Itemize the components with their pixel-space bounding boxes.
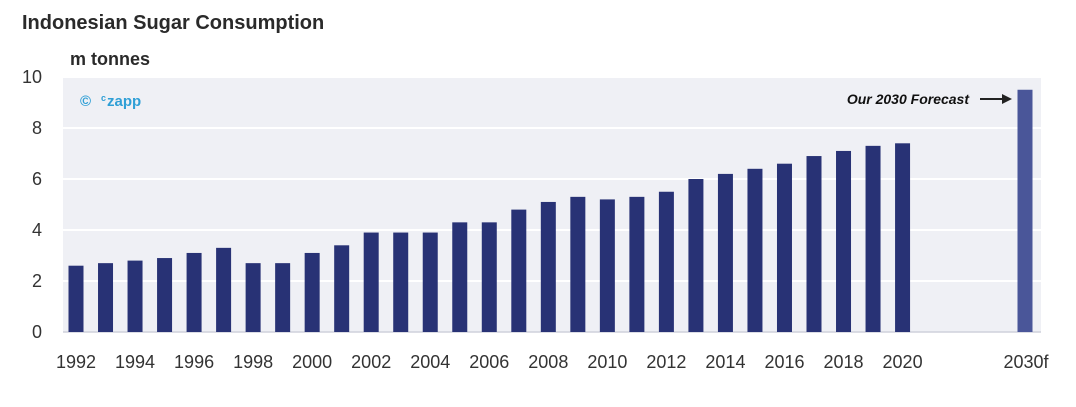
y-tick-label: 0 [32, 322, 42, 342]
bar-2012 [658, 191, 674, 332]
bar-2013 [688, 179, 704, 332]
y-tick-label: 4 [32, 220, 42, 240]
bar-1996 [186, 252, 202, 332]
bar-1992 [68, 265, 84, 332]
bar-2000 [304, 252, 320, 332]
x-tick-label: 1992 [56, 352, 96, 372]
x-tick-label: 2012 [646, 352, 686, 372]
bar-2011 [629, 196, 645, 332]
bar-2007 [511, 209, 527, 332]
bar-1995 [157, 258, 173, 332]
bar-2030f [1017, 89, 1033, 332]
x-tick-label: 2016 [764, 352, 804, 372]
bar-2018 [836, 150, 852, 332]
x-axis-ticks: 1992 1994 1996 1998 2000 2002 2004 2006 2008 2010… [56, 352, 1050, 372]
y-tick-label: 2 [32, 271, 42, 291]
x-tick-label: 2002 [351, 352, 391, 372]
y-axis-unit-label: m tonnes [70, 49, 151, 69]
x-tick-label: 2006 [469, 352, 509, 372]
x-tick-label: 1996 [174, 352, 214, 372]
czapp-logo: © c zapp [80, 93, 141, 110]
bar-1998 [245, 263, 261, 332]
x-tick-label: 2000 [292, 352, 332, 372]
bar-2003 [393, 232, 409, 332]
x-tick-label: 2004 [410, 352, 450, 372]
bar-2005 [452, 222, 468, 332]
x-tick-label: 1994 [115, 352, 155, 372]
x-tick-label: 2020 [883, 352, 923, 372]
bars [68, 89, 1033, 332]
x-tick-label: 2030f [1003, 352, 1049, 372]
arrow-right-icon [980, 94, 1012, 104]
y-tick-label: 8 [32, 118, 42, 138]
bar-2009 [570, 196, 586, 332]
bar-2006 [481, 222, 497, 332]
copyright-symbol: © [80, 93, 91, 110]
chart-title: Indonesian Sugar Consumption [22, 12, 325, 34]
bar-2004 [422, 232, 438, 332]
bar-1994 [127, 260, 143, 332]
bar-2001 [334, 245, 350, 332]
bar-2019 [865, 145, 881, 332]
x-tick-label: 2010 [587, 352, 627, 372]
y-tick-label: 10 [22, 67, 42, 87]
bar-2017 [806, 156, 822, 332]
bar-1997 [216, 247, 232, 332]
bar-1999 [275, 263, 291, 332]
brand-name: zapp [107, 93, 141, 110]
bar-2002 [363, 232, 379, 332]
bar-2010 [599, 199, 615, 332]
x-tick-label: 2014 [705, 352, 745, 372]
bar-2015 [747, 168, 763, 332]
bar-2014 [717, 173, 733, 332]
brand-superscript: c [101, 93, 106, 103]
bar-2008 [540, 201, 556, 332]
bar-2020 [895, 143, 911, 332]
x-tick-label: 2008 [528, 352, 568, 372]
x-tick-label: 1998 [233, 352, 273, 372]
y-axis-ticks: 0 2 4 6 8 10 [22, 67, 42, 342]
bar-2016 [776, 163, 792, 332]
bar-1993 [98, 263, 114, 332]
forecast-annotation: Our 2030 Forecast [847, 91, 971, 107]
y-tick-label: 6 [32, 169, 42, 189]
x-tick-label: 2018 [823, 352, 863, 372]
